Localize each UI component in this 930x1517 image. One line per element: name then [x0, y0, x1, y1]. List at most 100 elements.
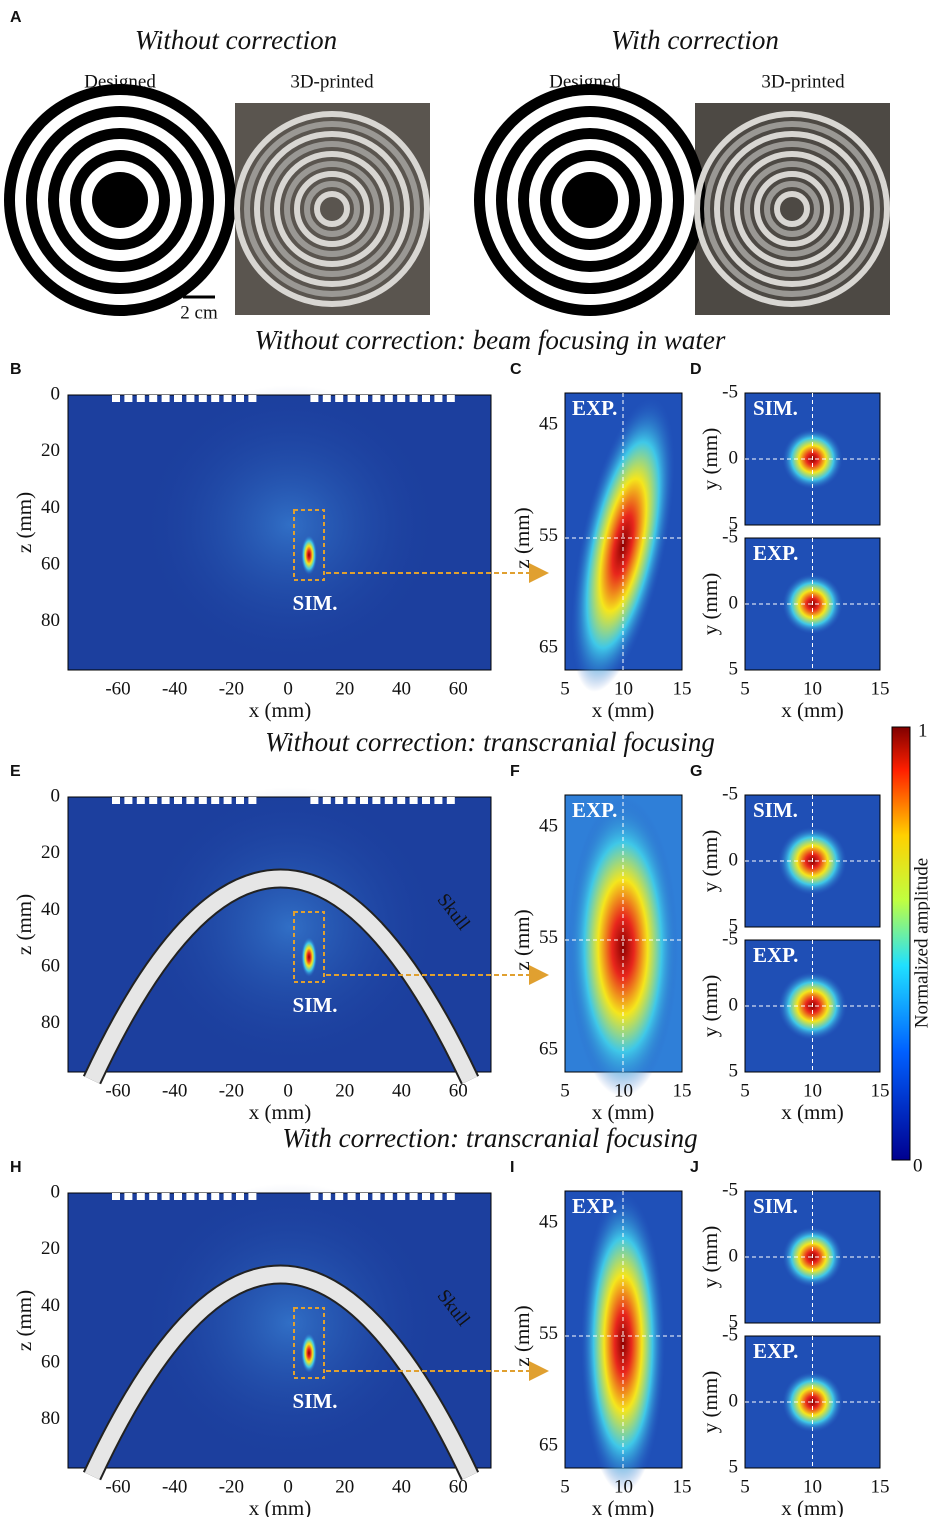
transducer — [323, 395, 331, 402]
y-tick-label: 80 — [41, 1012, 60, 1033]
x-tick-label: 20 — [335, 1476, 354, 1497]
axis-label: z (mm) — [510, 507, 534, 568]
y-tick-label: 5 — [729, 1456, 739, 1477]
y-tick-label: 40 — [41, 1295, 60, 1316]
x-tick-label: 15 — [673, 678, 692, 699]
transducer — [137, 797, 145, 804]
y-tick-label: 20 — [41, 842, 60, 863]
panel-letter: J — [690, 1159, 699, 1176]
transducer — [397, 1193, 405, 1200]
x-tick-label: -20 — [219, 678, 244, 699]
x-tick-label: -40 — [162, 1476, 187, 1497]
y-tick-label: 45 — [539, 413, 558, 434]
y-tick-label: 0 — [729, 849, 739, 870]
transducer — [211, 395, 219, 402]
scale-label: 2 cm — [180, 302, 218, 323]
y-tick-label: 5 — [729, 1060, 739, 1081]
colorbar-max: 1 — [918, 720, 928, 741]
x-tick-label: 20 — [335, 678, 354, 699]
transducer — [248, 1193, 256, 1200]
x-tick-label: 15 — [673, 1476, 692, 1497]
x-tick-label: 5 — [560, 1476, 570, 1497]
y-tick-label: 0 — [51, 785, 61, 806]
tag: SIM. — [753, 1194, 798, 1218]
image-label: 3D-printed — [761, 71, 845, 92]
transducer — [149, 797, 157, 804]
x-tick-label: -20 — [219, 1080, 244, 1101]
transducer — [162, 1193, 170, 1200]
x-tick-label: -40 — [162, 678, 187, 699]
transducer — [124, 1193, 132, 1200]
panel-letter: I — [510, 1159, 514, 1176]
transducer — [112, 797, 120, 804]
x-tick-label: 20 — [335, 1080, 354, 1101]
panel-letter: H — [10, 1159, 22, 1176]
x-tick-label: -60 — [105, 1476, 130, 1497]
x-tick-label: 0 — [283, 678, 293, 699]
axis-label: z (mm) — [12, 894, 36, 955]
transducer — [248, 395, 256, 402]
y-tick-label: 80 — [41, 1408, 60, 1429]
axis-label: y (mm) — [698, 428, 722, 490]
focus — [301, 535, 317, 575]
transducer — [385, 1193, 393, 1200]
tag: SIM. — [293, 1389, 338, 1413]
axis-label: x (mm) — [592, 1496, 654, 1517]
transducer — [360, 395, 368, 402]
transducer — [248, 797, 256, 804]
y-tick-label: 20 — [41, 1238, 60, 1259]
y-tick-label: -5 — [722, 1324, 738, 1345]
x-tick-label: 10 — [614, 1476, 633, 1497]
transducer — [211, 1193, 219, 1200]
transducer — [137, 395, 145, 402]
x-tick-label: -40 — [162, 1080, 187, 1101]
y-tick-label: -5 — [722, 381, 738, 402]
axis-label: y (mm) — [698, 1371, 722, 1433]
transducer — [385, 797, 393, 804]
transducer — [199, 395, 207, 402]
transducer — [162, 395, 170, 402]
y-tick-label: 20 — [41, 440, 60, 461]
x-tick-label: 10 — [803, 1476, 822, 1497]
transducer — [174, 1193, 182, 1200]
axis-label: y (mm) — [698, 975, 722, 1037]
figure: A Without correction With correction Des… — [0, 0, 930, 1517]
transducer — [434, 1193, 442, 1200]
transducer — [397, 395, 405, 402]
axis-label: x (mm) — [592, 1100, 654, 1124]
axis-label: x (mm) — [249, 1100, 311, 1124]
x-tick-label: 5 — [560, 1080, 570, 1101]
x-tick-label: 10 — [803, 678, 822, 699]
axis-label: x (mm) — [781, 1496, 843, 1517]
panel-letter: G — [690, 763, 702, 780]
y-tick-label: 5 — [729, 658, 739, 679]
y-tick-label: 40 — [41, 497, 60, 518]
transducer — [124, 797, 132, 804]
focus — [301, 1333, 317, 1373]
x-tick-label: 10 — [614, 1080, 633, 1101]
transducer — [335, 1193, 343, 1200]
ring-core — [568, 178, 612, 222]
transducer — [410, 395, 418, 402]
panel-letter: C — [510, 361, 522, 378]
row-title: With correction: transcranial focusing — [282, 1123, 697, 1153]
transducer — [410, 797, 418, 804]
transducer — [447, 1193, 455, 1200]
figure-row: With correction: transcranial focusing H S… — [10, 1123, 890, 1517]
axis-label: x (mm) — [781, 698, 843, 722]
transducer — [323, 1193, 331, 1200]
y-tick-label: -5 — [722, 928, 738, 949]
transducer — [310, 1193, 318, 1200]
transducer — [422, 1193, 430, 1200]
y-tick-label: 0 — [51, 383, 61, 404]
transducer — [186, 797, 194, 804]
colorbar-min: 0 — [913, 1155, 923, 1176]
transducer — [310, 395, 318, 402]
transducer — [397, 797, 405, 804]
y-tick-label: 60 — [41, 553, 60, 574]
panel-a: A Without correction With correction Des… — [4, 9, 890, 323]
y-tick-label: 0 — [729, 1245, 739, 1266]
tag: SIM. — [753, 396, 798, 420]
axis-label: y (mm) — [698, 830, 722, 892]
axis-label: x (mm) — [249, 1496, 311, 1517]
